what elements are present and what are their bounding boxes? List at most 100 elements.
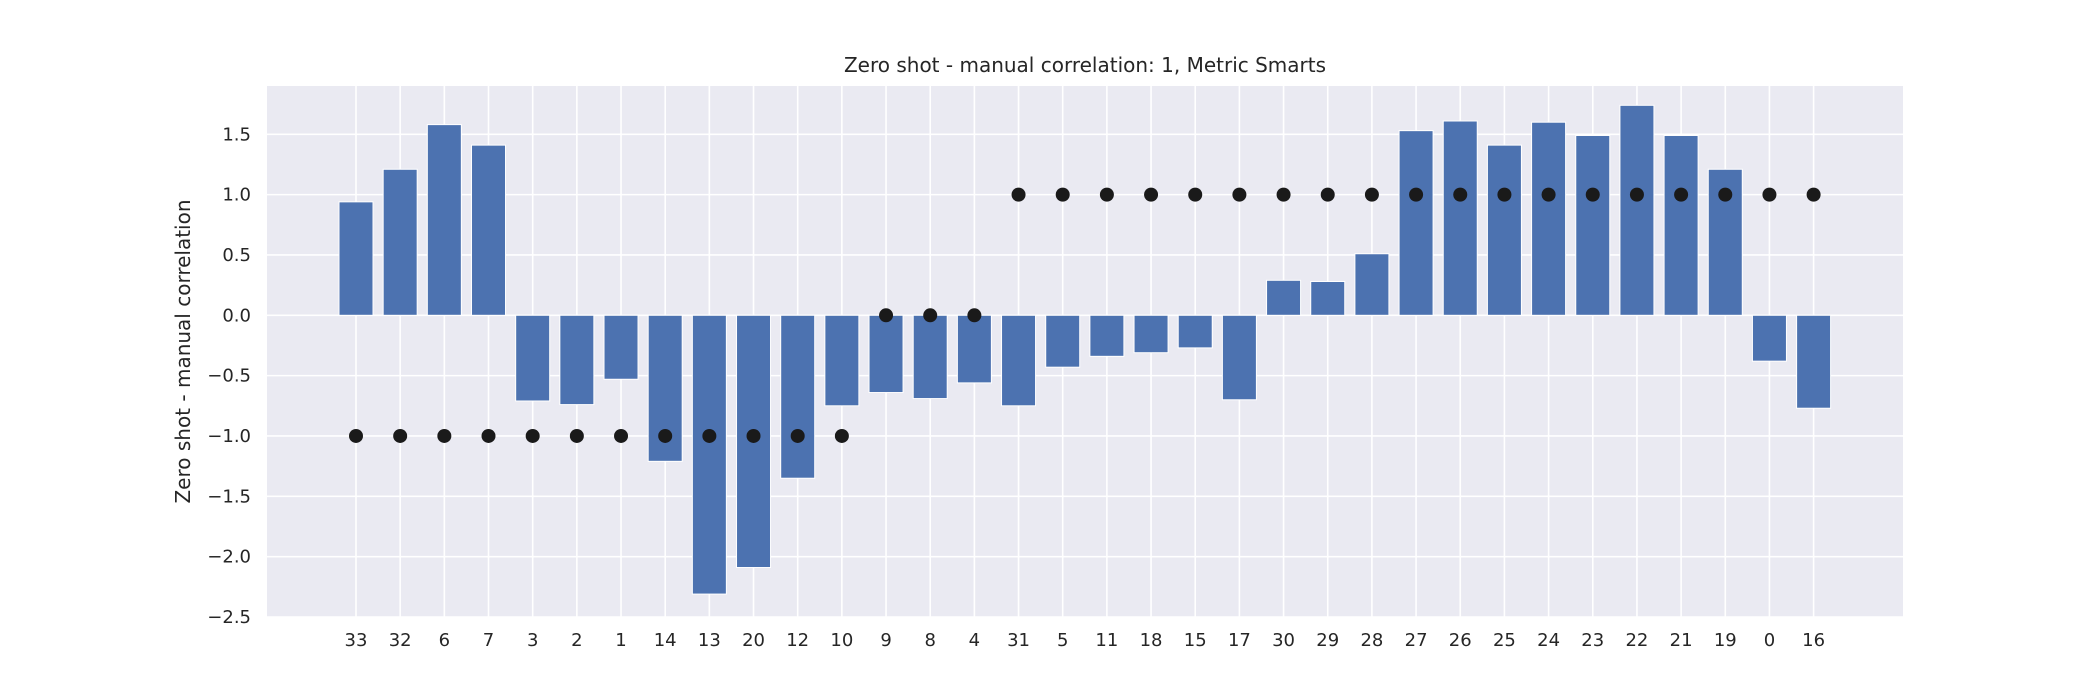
- point-4: [967, 308, 982, 323]
- point-26: [1453, 187, 1468, 202]
- bar-13: [691, 314, 727, 595]
- point-33: [349, 428, 363, 443]
- x-tick-label: 9: [880, 630, 891, 651]
- point-5: [1055, 187, 1070, 202]
- point-6: [437, 428, 452, 443]
- x-tick-label: 0: [1764, 630, 1775, 651]
- x-tick-label: 4: [969, 630, 980, 651]
- bar-6: [426, 124, 462, 316]
- x-tick-label: 18: [1140, 630, 1163, 651]
- x-tick-label: 6: [439, 630, 450, 651]
- x-tick-label: 24: [1537, 630, 1560, 651]
- x-tick-label: 15: [1184, 630, 1207, 651]
- bar-33: [338, 201, 374, 316]
- bar-25: [1486, 144, 1522, 316]
- point-7: [481, 428, 496, 443]
- bar-24: [1531, 121, 1567, 316]
- y-tick-label: 0.5: [222, 245, 251, 266]
- bar-31: [1001, 314, 1037, 407]
- x-tick-label: 13: [698, 630, 721, 651]
- bar-9: [868, 314, 904, 394]
- bar-18: [1133, 314, 1169, 354]
- bar-21: [1663, 134, 1699, 316]
- x-tick-label: 21: [1670, 630, 1693, 651]
- points: [349, 187, 1821, 443]
- point-20: [746, 428, 761, 443]
- x-tick-label: 1: [615, 630, 626, 651]
- x-tick-label: 27: [1405, 630, 1428, 651]
- y-tick-label: 0.0: [222, 305, 251, 326]
- x-tick-label: 10: [830, 630, 853, 651]
- bar-30: [1266, 279, 1302, 316]
- point-16: [1806, 187, 1821, 202]
- point-27: [1409, 187, 1424, 202]
- y-tick-label: −1.5: [207, 486, 251, 507]
- point-30: [1276, 187, 1291, 202]
- bar-22: [1619, 104, 1655, 316]
- bar-17: [1221, 314, 1257, 401]
- x-axis-ticks: 33 32 6 7 3 2 1 14 13 20 12 10 9 8 4 31 5 11 18 15 17 30 29 28 2…: [345, 630, 1826, 651]
- bar-28: [1354, 253, 1390, 316]
- x-tick-label: 28: [1360, 630, 1383, 651]
- x-tick-label: 12: [786, 630, 809, 651]
- x-tick-label: 20: [742, 630, 765, 651]
- point-15: [1188, 187, 1203, 202]
- x-tick-label: 17: [1228, 630, 1251, 651]
- x-tick-label: 26: [1449, 630, 1472, 651]
- point-8: [923, 308, 938, 323]
- point-2: [569, 428, 584, 443]
- bar-0: [1751, 314, 1787, 362]
- x-tick-label: 19: [1714, 630, 1737, 651]
- point-32: [393, 428, 408, 443]
- x-tick-label: 33: [345, 630, 368, 651]
- y-tick-label: 1.0: [222, 185, 251, 206]
- bar-29: [1310, 281, 1346, 316]
- y-tick-label: −2.5: [207, 607, 251, 628]
- bar-8: [912, 314, 948, 400]
- point-29: [1320, 187, 1335, 202]
- x-tick-label: 2: [571, 630, 582, 651]
- x-tick-label: 31: [1007, 630, 1030, 651]
- point-17: [1232, 187, 1247, 202]
- point-1: [614, 428, 629, 443]
- y-tick-label: −0.5: [207, 366, 251, 387]
- point-3: [525, 428, 540, 443]
- bar-1: [603, 314, 639, 380]
- x-tick-label: 30: [1272, 630, 1295, 651]
- x-tick-label: 16: [1802, 630, 1825, 651]
- x-tick-label: 14: [654, 630, 677, 651]
- point-21: [1674, 187, 1689, 202]
- point-12: [790, 428, 805, 443]
- point-10: [834, 428, 849, 443]
- point-18: [1144, 187, 1159, 202]
- point-9: [879, 308, 894, 323]
- point-28: [1364, 187, 1379, 202]
- bar-3: [515, 314, 551, 402]
- bar-27: [1398, 130, 1434, 316]
- x-tick-label: 7: [483, 630, 494, 651]
- bar-4: [956, 314, 992, 384]
- point-25: [1497, 187, 1512, 202]
- point-13: [702, 428, 717, 443]
- bar-11: [1089, 314, 1125, 357]
- point-31: [1011, 187, 1026, 202]
- plot-area: [267, 86, 1903, 617]
- x-tick-label: 11: [1095, 630, 1118, 651]
- chart-title: Zero shot - manual correlation: 1, Metri…: [844, 53, 1326, 77]
- point-23: [1585, 187, 1600, 202]
- bar-23: [1575, 134, 1611, 316]
- x-tick-label: 32: [389, 630, 412, 651]
- x-tick-label: 8: [924, 630, 935, 651]
- bars: [338, 104, 1832, 595]
- point-19: [1718, 187, 1733, 202]
- bar-16: [1796, 314, 1832, 409]
- point-11: [1099, 187, 1114, 202]
- x-tick-label: 29: [1316, 630, 1339, 651]
- x-tick-label: 5: [1057, 630, 1068, 651]
- point-14: [658, 428, 673, 443]
- bar-15: [1177, 314, 1213, 349]
- bar-5: [1045, 314, 1081, 368]
- x-tick-label: 22: [1625, 630, 1648, 651]
- y-tick-label: −1.0: [207, 426, 251, 447]
